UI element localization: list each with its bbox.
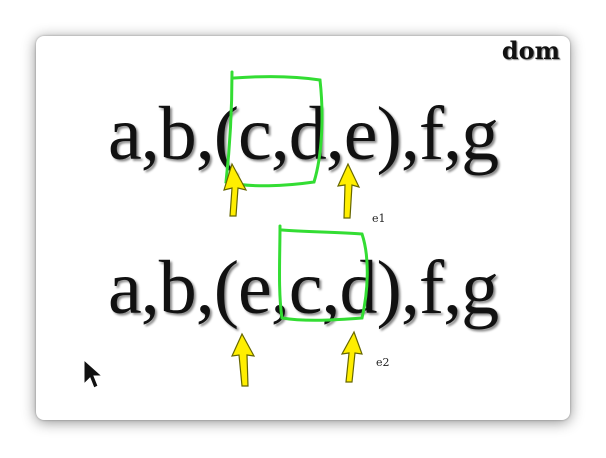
annotation-layer [83, 70, 369, 389]
mouse-cursor-icon [83, 358, 104, 389]
arrow-up-icon [223, 162, 248, 217]
label-e1: e1 [372, 212, 386, 225]
sequence-after: a,b,(e,c,d),f,g [108, 246, 499, 330]
sequence-before: a,b,(c,d,e),f,g [108, 92, 499, 176]
arrow-up-icon [231, 332, 256, 387]
arrow-up-icon [337, 162, 361, 219]
arrow-up-icon [340, 330, 363, 383]
highlight-box-row1 [224, 70, 324, 188]
slide-canvas: dom a,b,(c,d,e),f,g a,b,(e,c,d),f,g e1 e… [36, 36, 570, 420]
slide-title: dom [501, 36, 560, 65]
highlight-box-row2 [278, 224, 369, 322]
label-e2: e2 [376, 356, 390, 369]
